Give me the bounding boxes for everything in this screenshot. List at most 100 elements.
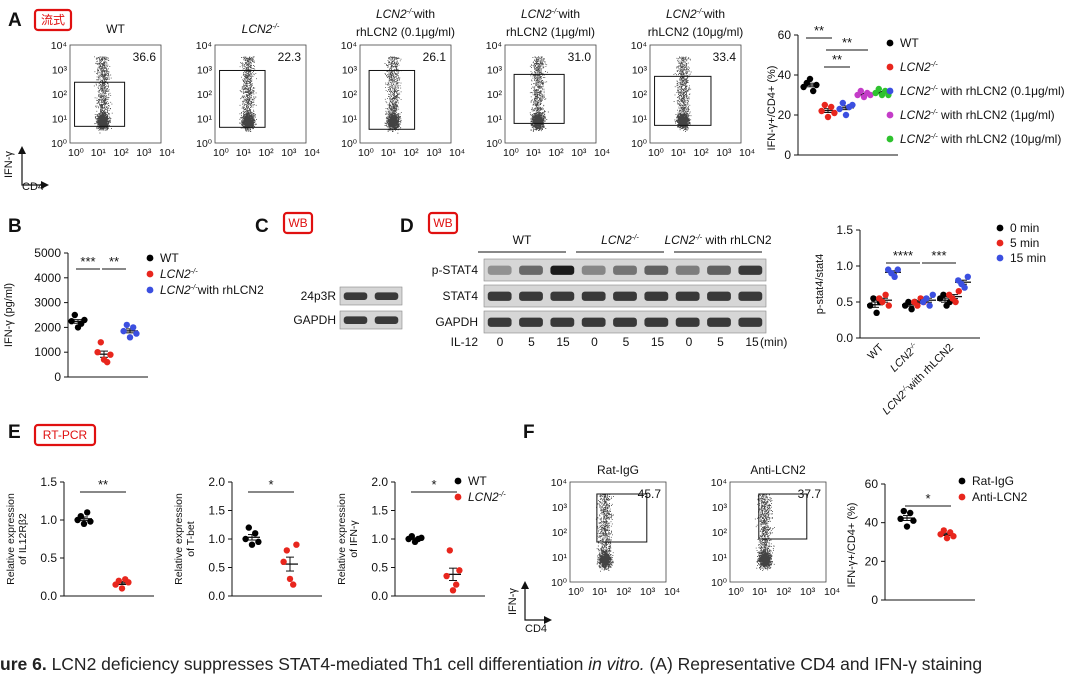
legend-dot (146, 254, 154, 262)
x-tick-label: 10⁰ (503, 147, 520, 159)
y-tick-label: 10⁴ (631, 40, 647, 52)
blot-group-label: LCN2-/- with rhLCN2 (664, 232, 771, 247)
y-tick-label: 1.0 (40, 513, 57, 527)
scatter-f-anti-lcn2 (937, 527, 957, 542)
figure-canvas: A 流式 WT 36.6 10⁰ 10¹ 10² 10³ 10⁴ 10⁰ 10¹ 10² 10³ 10⁴ L… (3, 6, 1065, 635)
arrowhead (41, 181, 49, 189)
time-unit: (min) (760, 335, 787, 349)
legend-d-0: 0 min (1010, 221, 1039, 235)
data-point (94, 349, 101, 356)
scatter-f-rat-igg (897, 507, 917, 530)
y-tick-label: 10³ (712, 502, 728, 514)
y-tick-label: 2.0 (208, 475, 225, 489)
x-tick-label: 10⁴ (664, 586, 680, 598)
x-tick-label: 10³ (571, 147, 587, 159)
x-tick-label: 10¹ (592, 586, 608, 598)
legend-dot (146, 286, 154, 294)
panel-letter-a: A (8, 10, 22, 31)
y-tick-label: 1.5 (371, 504, 388, 518)
data-point (857, 87, 864, 95)
time-label: 5 (528, 335, 535, 349)
blot-row-label-c: GAPDH (293, 313, 336, 327)
time-label: 0 (686, 335, 693, 349)
panel-e-ylabel: Relative expression (173, 493, 185, 585)
data-point (283, 547, 290, 554)
data-point (806, 75, 814, 83)
flow-title: LCN2-/-with (376, 6, 435, 21)
legend-dot (996, 239, 1004, 247)
x-tick-label: 10³ (426, 147, 442, 159)
y-tick-label: 10¹ (197, 114, 213, 126)
data-point (84, 509, 91, 516)
scatter-b-group-2 (120, 321, 140, 341)
panel-e-ylabel: Relative expression (5, 493, 17, 585)
data-point (810, 87, 817, 95)
x-tick-label: 10⁴ (304, 147, 320, 159)
scatter-d-point-group (920, 291, 936, 309)
blot-band (613, 265, 637, 275)
significance-stars: * (431, 477, 436, 492)
flow-plot-a-1: 22.3 (214, 44, 307, 144)
y-tick-label: 1.0 (371, 532, 388, 546)
scatter-a-group-0 (800, 75, 820, 95)
arrowhead (544, 616, 552, 624)
panel-a-tag: 流式 (41, 13, 65, 27)
significance-stars: ** (832, 52, 842, 67)
blot-band (644, 317, 669, 327)
data-point (126, 334, 134, 341)
data-point (286, 575, 294, 583)
blot-band (738, 291, 763, 301)
y-tick-label: 10² (487, 89, 503, 101)
x-tick-label: 10⁰ (648, 147, 665, 159)
panel-e-tag: RT-PCR (43, 428, 88, 442)
blot-band (707, 265, 731, 275)
data-point (842, 111, 850, 119)
data-point (242, 535, 249, 543)
data-point (87, 518, 94, 525)
data-point (115, 577, 123, 584)
x-tick-label: 10⁰ (68, 147, 85, 159)
data-point (885, 302, 892, 309)
y-tick-label: 10⁰ (711, 577, 728, 589)
scatter-b-group-1 (94, 339, 114, 366)
flow-gate (654, 75, 712, 126)
blot-band (707, 291, 731, 301)
y-tick-label: 10⁰ (631, 138, 648, 150)
time-label: 0 (497, 335, 504, 349)
panel-e-ylabel: of T-bet (185, 521, 197, 556)
data-point (81, 316, 88, 324)
y-tick-label: 20 (865, 554, 879, 568)
y-tick-label: 10² (632, 89, 648, 101)
data-point (879, 298, 886, 306)
data-point (867, 91, 874, 99)
blot-d-row-0 (483, 258, 767, 282)
flow-plot-a-0: 36.6 (69, 44, 162, 144)
caption-label: ure 6. (0, 654, 47, 674)
data-point (950, 533, 957, 540)
legend-a-0: WT (900, 36, 919, 50)
y-tick-label: 10⁰ (486, 138, 503, 150)
caption-text: LCN2 deficiency suppresses STAT4-mediate… (46, 654, 589, 674)
flow-title: Anti-LCN2 (750, 463, 806, 477)
time-label: 15 (651, 335, 665, 349)
data-point (255, 538, 262, 546)
blot-d-row-1 (483, 284, 767, 308)
scatter-e-wt (405, 532, 425, 546)
x-tick-label: 10⁰ (728, 586, 745, 598)
x-tick-label: 10² (114, 147, 130, 159)
data-point (940, 527, 947, 534)
data-point (821, 101, 828, 109)
y-tick-label: 0.0 (208, 589, 225, 603)
flow-events (93, 56, 113, 134)
data-point (280, 558, 287, 565)
y-tick-label: 10² (342, 89, 358, 101)
scatter-d-point-group (946, 288, 962, 306)
y-tick-label: 1000 (34, 345, 61, 359)
y-tick-label: 0.5 (371, 561, 388, 575)
scatter-f-ylabel: IFN-γ+/CD4+ (%) (846, 503, 858, 588)
gate-percentage: 22.3 (278, 50, 302, 64)
data-point (818, 107, 825, 115)
blot-band (519, 291, 543, 301)
gate-percentage: 45.7 (638, 487, 662, 501)
flow-frame (214, 44, 307, 144)
